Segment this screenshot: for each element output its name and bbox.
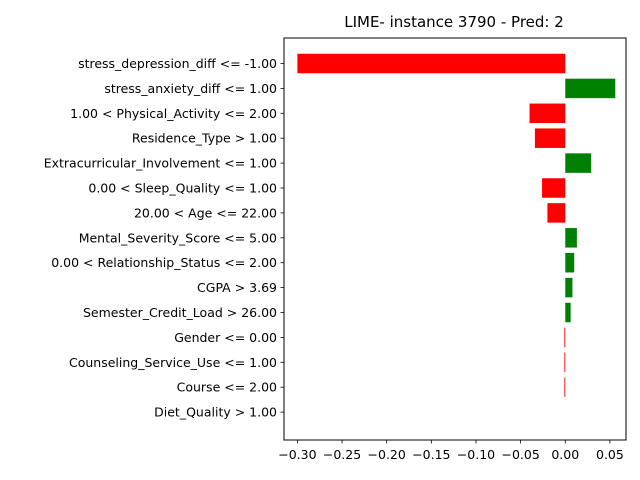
x-tick-label: −0.05: [501, 447, 539, 462]
y-tick-label: CGPA > 3.69: [197, 280, 277, 295]
y-tick-label: Extracurricular_Involvement <= 1.00: [44, 156, 277, 171]
bars-group: [297, 53, 616, 397]
y-tick-label: 0.00 < Relationship_Status <= 2.00: [51, 255, 277, 270]
bar: [565, 252, 575, 273]
bar: [565, 277, 573, 298]
y-tick-label: Counseling_Service_Use <= 1.00: [69, 355, 277, 370]
x-tick-label: −0.10: [457, 447, 495, 462]
bar: [564, 377, 566, 397]
x-tick-label: −0.25: [323, 447, 361, 462]
y-tick-label: Residence_Type > 1.00: [132, 131, 277, 146]
bar: [565, 228, 577, 248]
bar: [565, 78, 616, 99]
y-tick-label: stress_anxiety_diff <= 1.00: [104, 81, 277, 96]
bar: [564, 352, 566, 373]
x-tick-label: 0.00: [551, 447, 579, 462]
x-tick-label: 0.05: [596, 447, 624, 462]
y-tick-label: Semester_Credit_Load > 26.00: [83, 305, 277, 320]
y-tick-label: 20.00 < Age <= 22.00: [134, 205, 277, 220]
bar: [565, 153, 592, 173]
x-tick-label: −0.15: [412, 447, 450, 462]
y-tick-label: Course <= 2.00: [177, 380, 277, 395]
bar: [529, 103, 566, 124]
x-tick-label: −0.20: [368, 447, 406, 462]
x-axis-ticks: −0.30 −0.25 −0.20 −0.15 −0.10 −0.05 0.00 0.05: [278, 440, 624, 462]
y-tick-label: stress_depression_diff <= -1.00: [78, 56, 277, 71]
y-tick-label: Mental_Severity_Score <= 5.00: [79, 230, 277, 245]
bar: [564, 327, 566, 348]
bar: [534, 128, 566, 148]
plot-frame: [283, 37, 627, 441]
y-tick-label: Gender <= 0.00: [174, 330, 277, 345]
bar: [297, 53, 566, 74]
x-tick-label: −0.30: [278, 447, 316, 462]
y-tick-label: Diet_Quality > 1.00: [154, 405, 277, 420]
y-tick-label: 0.00 < Sleep_Quality <= 1.00: [88, 181, 277, 196]
bar: [542, 178, 566, 198]
y-axis-ticks: stress_depression_diff <= -1.00 stress_an…: [44, 56, 284, 420]
y-tick-label: 1.00 < Physical_Activity <= 2.00: [70, 106, 277, 121]
chart-title: LIME- instance 3790 - Pred: 2: [344, 13, 564, 31]
bar: [547, 203, 566, 223]
bar: [565, 302, 571, 323]
